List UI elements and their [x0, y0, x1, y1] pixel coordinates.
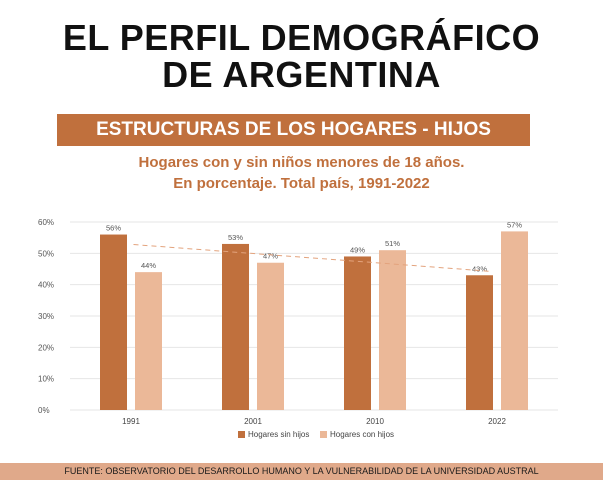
- data-label: 51%: [385, 239, 400, 248]
- bar-hogares-con-hijos: [501, 231, 528, 410]
- legend-label: Hogares con hijos: [330, 430, 394, 439]
- bar-hogares-sin-hijos: [344, 256, 371, 410]
- y-tick-label: 50%: [38, 249, 54, 258]
- page-title-line-1: EL PERFIL DEMOGRÁFICO: [62, 17, 541, 58]
- y-tick-label: 40%: [38, 281, 54, 290]
- y-tick-label: 20%: [38, 343, 54, 352]
- bar-hogares-sin-hijos: [222, 243, 249, 410]
- section-banner: ESTRUCTURAS DE LOS HOGARES - HIJOS: [57, 114, 530, 146]
- chart-subtitle-line-2: En porcentaje. Total país, 1991-2022: [173, 175, 430, 192]
- bar-hogares-con-hijos: [135, 272, 162, 410]
- bar-chart: 0% 10% 20% 30% 40% 50% 60% 56% 44% 1991 53% 47% 2001…: [38, 218, 558, 439]
- y-tick-label: 60%: [38, 218, 54, 227]
- page-title-line-2: DE ARGENTINA: [162, 54, 441, 95]
- legend-swatch: [320, 431, 327, 438]
- trend-line: [133, 244, 490, 272]
- bar-hogares-sin-hijos: [100, 234, 127, 410]
- bar-hogares-con-hijos: [379, 250, 406, 410]
- data-label: 53%: [228, 233, 243, 242]
- y-tick-label: 10%: [38, 375, 54, 384]
- x-tick-label: 2010: [366, 417, 384, 426]
- chart-subtitle-line-1: Hogares con y sin niños menores de 18 añ…: [138, 154, 465, 171]
- x-tick-label: 2022: [488, 417, 506, 426]
- bar-hogares-con-hijos: [257, 262, 284, 410]
- data-label: 57%: [507, 220, 522, 229]
- data-label: 43%: [472, 264, 487, 273]
- y-tick-label: 30%: [38, 312, 54, 321]
- legend-swatch: [238, 431, 245, 438]
- data-label: 47%: [263, 252, 278, 261]
- x-tick-label: 1991: [122, 417, 140, 426]
- legend-label: Hogares sin hijos: [248, 430, 309, 439]
- data-label: 44%: [141, 261, 156, 270]
- source-footer: FUENTE: OBSERVATORIO DEL DESARROLLO HUMA…: [0, 463, 603, 480]
- x-tick-label: 2001: [244, 417, 262, 426]
- bar-hogares-sin-hijos: [466, 275, 493, 410]
- y-tick-label: 0%: [38, 406, 50, 415]
- data-label: 49%: [350, 245, 365, 254]
- data-label: 56%: [106, 224, 121, 233]
